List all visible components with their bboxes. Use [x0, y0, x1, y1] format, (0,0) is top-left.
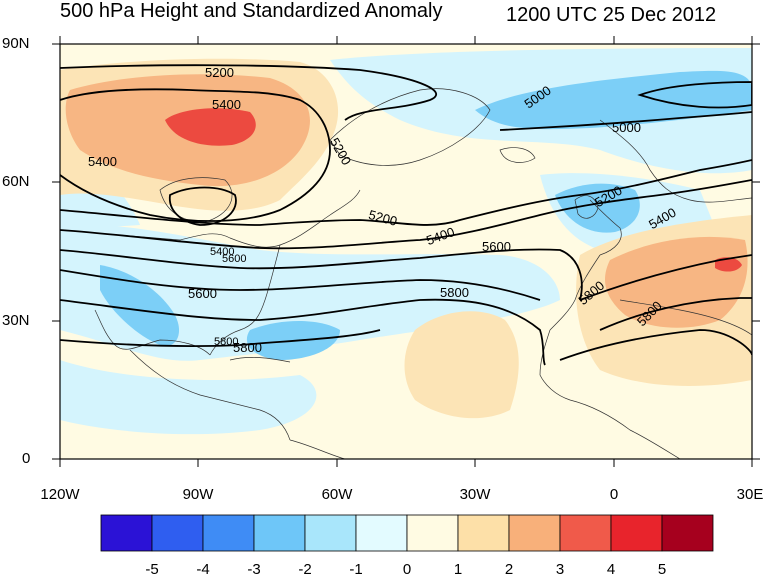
- lat-label: 60N: [2, 173, 30, 190]
- contour-label: 5000: [612, 120, 641, 135]
- map-field: [60, 44, 752, 459]
- lon-label: 120W: [40, 486, 80, 503]
- colorbar-label: -5: [145, 561, 159, 578]
- colorbar-label: 3: [555, 561, 565, 578]
- contour-label: 5800: [440, 285, 469, 300]
- contour-label: 5800: [214, 336, 238, 348]
- colorbar-label: -3: [247, 561, 261, 578]
- axis-ticks: [52, 36, 760, 467]
- contour-label: 5200: [205, 65, 234, 80]
- colorbar-label: 4: [606, 561, 616, 578]
- contour-label: 5600: [482, 239, 511, 254]
- lon-label: 0: [609, 486, 619, 503]
- peak-positive-anomaly-regions: [165, 108, 742, 272]
- colorbar-label: -1: [349, 561, 363, 578]
- colorbar-label: 0: [402, 561, 412, 578]
- map-frame: [59, 43, 753, 460]
- colorbar-swatch: [661, 514, 714, 552]
- contour-label: 5800: [233, 340, 262, 355]
- coastlines: [60, 88, 752, 459]
- colorbar-swatch: [457, 514, 510, 552]
- colorbar-swatch: [610, 514, 663, 552]
- lon-label: 60W: [321, 486, 353, 503]
- lat-label: 0: [22, 450, 31, 467]
- lon-label: 90W: [182, 486, 214, 503]
- colorbar-swatch: [508, 514, 561, 552]
- colorbar-swatch: [406, 514, 459, 552]
- colorbar: [100, 514, 714, 552]
- lat-label: 90N: [2, 35, 30, 52]
- lon-label: 30W: [459, 486, 491, 503]
- map-timestamp: 1200 UTC 25 Dec 2012: [506, 4, 717, 26]
- colorbar-swatch: [100, 514, 153, 552]
- colorbar-swatch: [304, 514, 357, 552]
- colorbar-label: -2: [298, 561, 312, 578]
- contour-label: 5400: [88, 154, 117, 169]
- lon-label: 30E: [736, 486, 764, 503]
- lat-label: 30N: [2, 312, 30, 329]
- colorbar-swatch: [202, 514, 255, 552]
- contour-label: 5200: [367, 207, 399, 229]
- colorbar-swatch: [355, 514, 408, 552]
- colorbar-swatch: [253, 514, 306, 552]
- contour-label: 5600: [188, 286, 217, 301]
- height-contours: [60, 64, 752, 366]
- colorbar-label: 5: [657, 561, 667, 578]
- colorbar-swatch: [559, 514, 612, 552]
- map-title: 500 hPa Height and Standardized Anomaly: [60, 0, 443, 22]
- colorbar-label: 1: [453, 561, 463, 578]
- contour-label: 5400: [212, 97, 241, 112]
- colorbar-label: -4: [196, 561, 210, 578]
- contour-label: 5400: [210, 246, 234, 258]
- colorbar-label: 2: [504, 561, 514, 578]
- colorbar-swatch: [151, 514, 204, 552]
- contour-label: 5600: [222, 253, 246, 265]
